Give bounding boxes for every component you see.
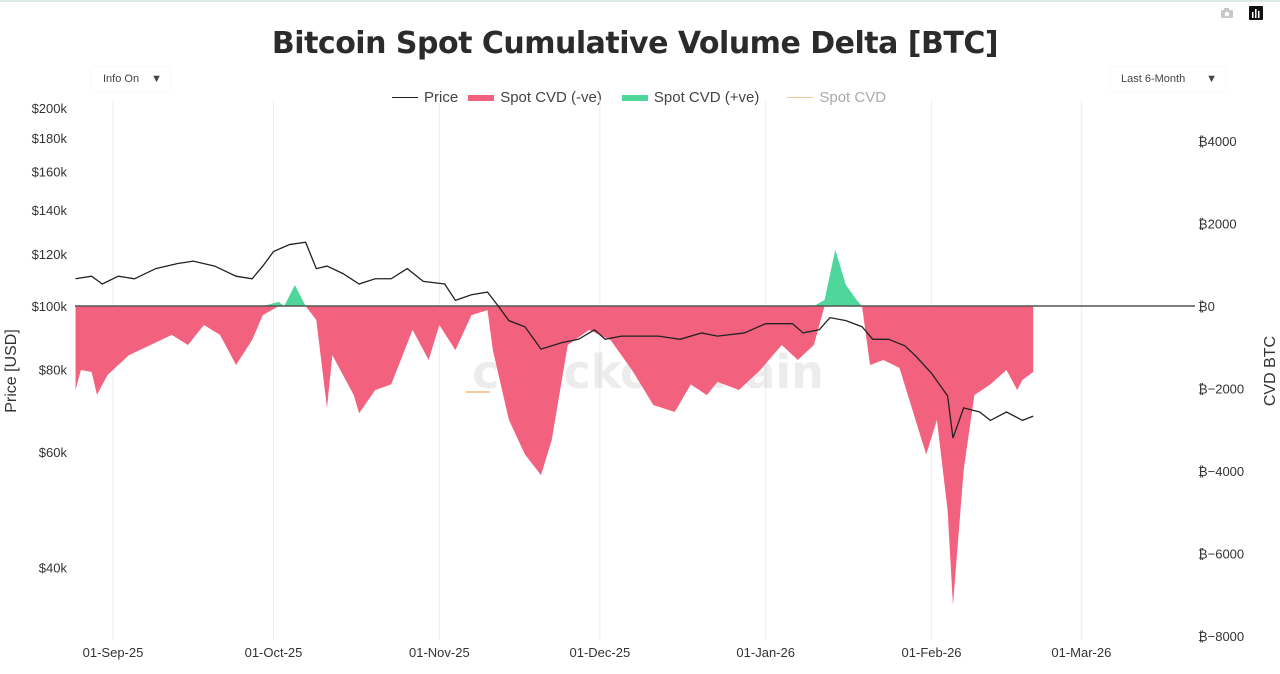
y-right-tick-label: ₿−8000 xyxy=(1198,629,1244,644)
legend-swatch-cvd-neg xyxy=(468,94,495,101)
legend-swatch-price xyxy=(392,96,418,99)
cvd-positive-area xyxy=(75,249,1034,306)
y-left-tick-label: $80k xyxy=(39,363,68,378)
y-right-tick-label: ₿−4000 xyxy=(1198,464,1244,479)
legend-item-cvd-neg[interactable]: Spot CVD (-ve) xyxy=(468,89,602,106)
camera-icon[interactable] xyxy=(1220,6,1234,20)
legend-swatch-cvd xyxy=(787,96,814,99)
cvd-negative-area xyxy=(75,306,1034,606)
y-left-tick-label: $200k xyxy=(32,101,68,116)
y-right-tick-label: ₿2000 xyxy=(1198,217,1237,232)
chevron-down-icon: ▼ xyxy=(1206,73,1217,85)
x-tick-label: 01-Jan-26 xyxy=(736,645,795,660)
chart-bars-icon[interactable] xyxy=(1249,6,1263,20)
price-line xyxy=(75,241,1034,439)
info-dropdown-label: Info On xyxy=(103,73,140,85)
range-dropdown[interactable]: Last 6-Month ▼ xyxy=(1111,67,1225,91)
x-tick-label: 01-Mar-26 xyxy=(1051,645,1111,660)
y-left-axis-title: Price [USD] xyxy=(2,329,20,413)
top-border xyxy=(0,0,1280,2)
y-right-axis-title: CVD BTC xyxy=(1262,335,1280,407)
x-tick-label: 01-Feb-26 xyxy=(902,645,962,660)
y-left-tick-label: $140k xyxy=(32,203,68,218)
y-left-tick-label: $100k xyxy=(32,299,68,314)
legend: Price Spot CVD (-ve) Spot CVD (+ve) Spot… xyxy=(392,89,896,106)
y-left-tick-label: $60k xyxy=(39,445,68,460)
y-right-tick-label: ₿0 xyxy=(1198,299,1215,314)
x-tick-label: 01-Nov-25 xyxy=(409,645,470,660)
y-right-tick-label: ₿−6000 xyxy=(1198,547,1244,562)
legend-item-price[interactable]: Price xyxy=(392,89,458,106)
x-tick-label: 01-Oct-25 xyxy=(245,645,303,660)
legend-label: Spot CVD (+ve) xyxy=(653,89,760,106)
y-left-tick-label: $180k xyxy=(32,131,68,146)
legend-label: Spot CVD xyxy=(819,89,887,106)
legend-swatch-cvd-pos xyxy=(621,94,648,101)
y-left-tick-label: $120k xyxy=(32,247,68,262)
x-tick-label: 01-Sep-25 xyxy=(83,645,144,660)
chevron-down-icon: ▼ xyxy=(151,73,162,85)
legend-label: Spot CVD (-ve) xyxy=(500,89,602,106)
x-tick-label: 01-Dec-25 xyxy=(569,645,630,660)
y-right-tick-label: ₿4000 xyxy=(1198,134,1237,149)
range-dropdown-label: Last 6-Month xyxy=(1121,73,1186,85)
y-left-tick-label: $160k xyxy=(32,165,68,180)
legend-label: Price xyxy=(424,89,459,106)
chart-title: Bitcoin Spot Cumulative Volume Delta [BT… xyxy=(271,26,999,61)
y-left-tick-label: $40k xyxy=(39,561,68,576)
info-dropdown[interactable]: Info On ▼ xyxy=(92,67,170,91)
y-right-tick-label: ₿−2000 xyxy=(1198,382,1244,397)
legend-item-cvd[interactable]: Spot CVD xyxy=(787,89,886,106)
legend-item-cvd-pos[interactable]: Spot CVD (+ve) xyxy=(621,89,760,106)
